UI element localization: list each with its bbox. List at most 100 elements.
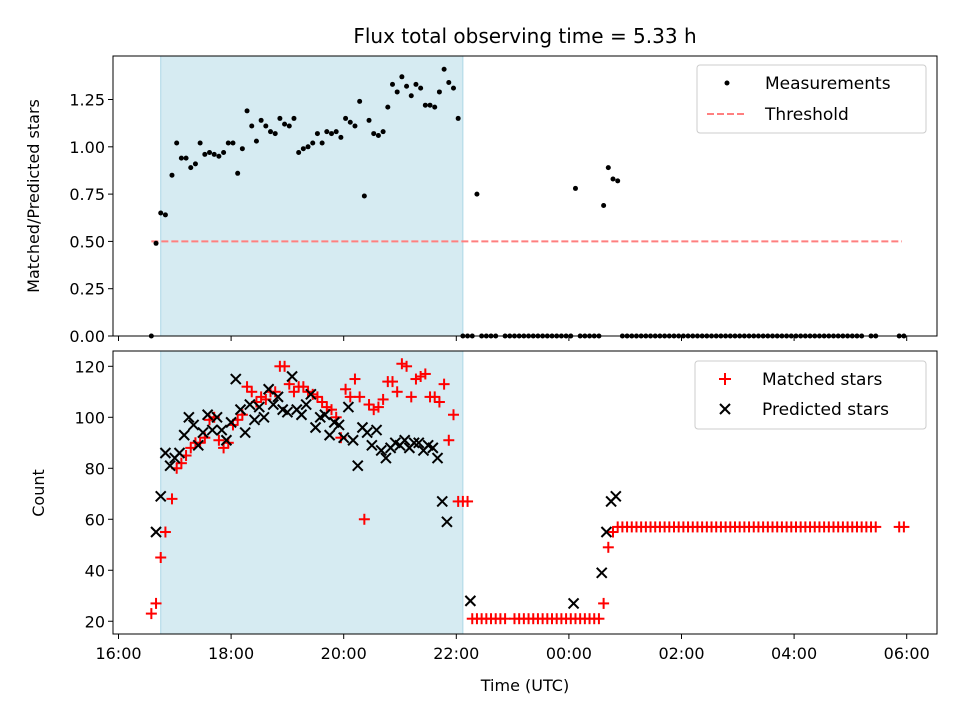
predicted-point (192, 439, 204, 452)
legend-matched-label: Matched stars (762, 370, 882, 390)
predicted-point (413, 437, 425, 449)
y-tick-label: 1.00 (69, 138, 105, 157)
measurement-point (244, 108, 250, 114)
matched-point (401, 360, 413, 372)
measurement-point (239, 146, 245, 152)
x-tick-label: 20:00 (321, 644, 367, 663)
measurement-point (314, 131, 320, 137)
predicted-point (431, 452, 444, 464)
measurement-point (153, 240, 159, 246)
measurement-point (474, 191, 480, 197)
shaded-span-rect (160, 55, 464, 337)
measurement-point (230, 140, 236, 146)
measurement-point (605, 165, 611, 171)
predicted-point (258, 411, 270, 423)
predicted-point (267, 398, 280, 411)
predicted-point (262, 383, 275, 395)
predicted-point (300, 398, 312, 411)
predicted-point (183, 411, 195, 423)
predicted-point (164, 460, 176, 472)
matched-point (419, 368, 431, 380)
matched-point (433, 396, 445, 408)
top-chart-panel: Flux total observing time = 5.33 h 0.000… (24, 24, 938, 346)
predicted-point (596, 567, 608, 579)
predicted-point (216, 424, 228, 436)
y-tick-label: 40 (85, 561, 105, 580)
matched-point (368, 404, 380, 416)
x-tick-label: 00:00 (546, 644, 592, 663)
y-tick-label: 1.25 (69, 91, 105, 110)
measurement-point (268, 129, 274, 135)
matched-point (358, 513, 370, 525)
legend-measurements-marker (724, 80, 730, 86)
measurement-point (253, 138, 259, 144)
matched-point (870, 521, 882, 533)
predicted-point (464, 595, 477, 607)
matched-point (155, 552, 167, 564)
measurement-point (408, 93, 414, 99)
measurement-point (192, 161, 198, 167)
measurement-point (305, 144, 311, 150)
measurement-point (282, 121, 288, 127)
predicted-point (600, 526, 613, 538)
matched-point (326, 404, 338, 416)
y-tick-label: 80 (85, 459, 105, 478)
bottom-x-axis-label: Time (UTC) (480, 676, 569, 695)
y-tick-label: 0.00 (69, 327, 105, 346)
measurement-point (207, 149, 213, 155)
matched-point (150, 597, 162, 609)
bottom-axes-frame (112, 350, 938, 635)
matched-point (344, 391, 356, 403)
bottom-predicted-points (150, 370, 622, 610)
measurement-point (352, 123, 358, 129)
matched-point (246, 386, 258, 398)
measurement-point (178, 155, 184, 161)
measurement-point (174, 140, 180, 146)
predicted-point (206, 424, 219, 436)
bottom-y-axis-ticks: 20 40 60 80 100 120 (74, 357, 113, 631)
predicted-point (441, 516, 453, 528)
measurement-point (188, 165, 194, 171)
matched-point (159, 526, 171, 538)
predicted-point (281, 406, 294, 418)
predicted-point (427, 442, 439, 454)
measurement-point (436, 89, 442, 95)
matched-point (429, 391, 441, 403)
measurement-point (277, 115, 283, 121)
predicted-point (225, 416, 237, 429)
matched-point (607, 526, 619, 538)
measurement-point (249, 123, 255, 129)
measurement-point (347, 119, 353, 125)
measurement-point (291, 115, 297, 121)
predicted-point (323, 429, 336, 441)
measurement-point (357, 98, 363, 104)
matched-point (288, 386, 300, 398)
matched-point (213, 434, 225, 446)
measurement-point (422, 102, 428, 108)
predicted-point (436, 495, 448, 508)
matched-point (410, 373, 422, 385)
predicted-point (178, 429, 190, 441)
predicted-point (305, 388, 317, 401)
bottom-y-axis-label: Count (29, 469, 48, 517)
matched-point (340, 383, 352, 395)
x-tick-label: 22:00 (433, 644, 479, 663)
predicted-point (150, 526, 162, 538)
predicted-point (337, 431, 350, 444)
predicted-point (319, 409, 331, 421)
matched-point (316, 396, 328, 408)
measurement-point (446, 79, 452, 85)
bottom-legend: Matched stars Predicted stars (694, 360, 927, 430)
measurement-point (601, 202, 607, 208)
x-tick-label: 16:00 (95, 644, 141, 663)
measurement-point (272, 131, 278, 137)
matched-point (405, 391, 417, 403)
predicted-point (375, 444, 387, 457)
measurement-point (441, 66, 447, 72)
top-y-axis-label: Matched/Predicted stars (24, 99, 43, 293)
measurement-point (235, 170, 241, 176)
measurement-point (333, 129, 339, 135)
y-tick-label: 100 (74, 408, 105, 427)
matched-point (438, 378, 450, 390)
predicted-point (201, 409, 214, 421)
